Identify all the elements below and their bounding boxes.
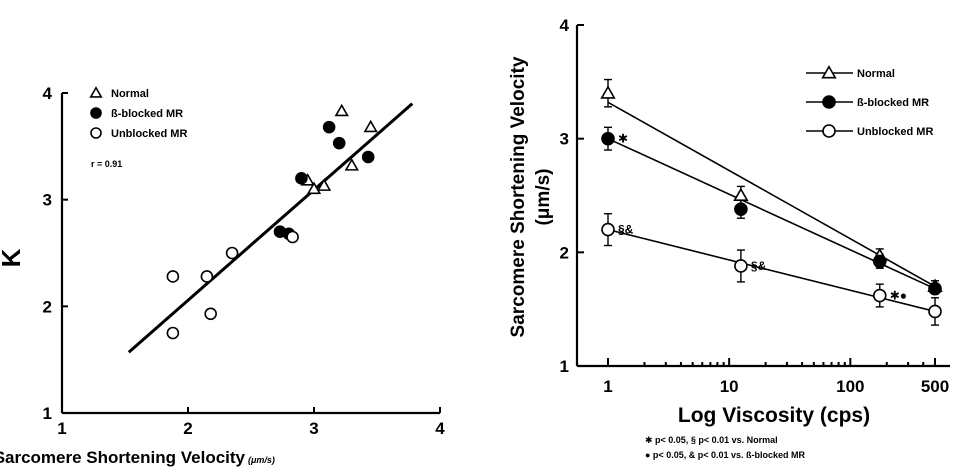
- footnote-vs-beta-blocked: ● p< 0.05, & p< 0.01 vs. ß-blocked MR: [645, 450, 805, 460]
- scatter-point: [204, 307, 217, 321]
- left-x-axis-label: Sarcomere Shortening Velocity: [0, 448, 246, 467]
- scatter-point: [286, 230, 299, 244]
- data-point: [600, 85, 616, 99]
- left-x-tick-label: 4: [435, 419, 445, 438]
- left-legend: Normal ß-blocked MR Unblocked MR: [89, 86, 187, 140]
- legend-marker: [821, 65, 837, 79]
- scatter-point: [363, 119, 378, 133]
- right-y-tick-label: 3: [560, 130, 569, 149]
- data-point: [601, 131, 615, 146]
- left-y-tick-label: 1: [43, 404, 52, 423]
- legend-label: Normal: [111, 88, 149, 100]
- significance-label: §&: [618, 223, 634, 237]
- data-point: [872, 254, 887, 269]
- right-y-tick-label: 4: [560, 16, 570, 35]
- scatter-point: [332, 136, 346, 150]
- scatter-point: [361, 150, 375, 164]
- left-x-tick-label: 3: [309, 419, 318, 438]
- regression-line: [127, 102, 414, 354]
- series-line: [607, 137, 936, 290]
- legend-label: Unblocked MR: [111, 128, 187, 140]
- significance-label: ✱: [618, 132, 628, 146]
- left-x-tick-label: 1: [57, 419, 66, 438]
- right-x-tick-label: 1: [603, 377, 612, 396]
- legend-label: Unblocked MR: [857, 126, 933, 138]
- right-legend: Normal ß-blocked MR Unblocked MR: [806, 65, 933, 138]
- left-chart: K Sarcomere Shortening Velocity (μm/s) r…: [0, 84, 445, 467]
- left-y-tick-label: 3: [43, 191, 52, 210]
- data-point: [734, 259, 748, 273]
- scatter-point: [166, 326, 180, 340]
- series-line: [607, 228, 936, 313]
- left-x-axis-unit: (μm/s): [248, 455, 275, 465]
- left-y-tick-label: 2: [43, 297, 52, 316]
- significance-label: ✱●: [890, 289, 907, 303]
- data-point: [928, 304, 942, 319]
- scatter-point: [295, 172, 308, 185]
- legend-marker: [89, 86, 103, 98]
- left-y-axis-label: K: [0, 248, 26, 267]
- scatter-point: [306, 181, 322, 195]
- right-chart: Sarcomere Shortening Velocity (μm/s) Log…: [508, 16, 950, 460]
- legend-marker: [90, 107, 102, 119]
- scatter-point: [344, 158, 359, 171]
- data-point: [601, 222, 615, 237]
- scatter-point: [200, 270, 214, 283]
- legend-label: Normal: [857, 68, 895, 80]
- legend-marker: [822, 124, 836, 138]
- legend-label: ß-blocked MR: [111, 108, 183, 120]
- legend-marker: [822, 95, 836, 109]
- data-point: [733, 187, 749, 202]
- right-y-axis-label: Sarcomere Shortening Velocity: [508, 56, 529, 337]
- right-y-tick-label: 2: [560, 243, 569, 262]
- footnote-vs-normal: ✱ p< 0.05, § p< 0.01 vs. Normal: [645, 435, 778, 445]
- scatter-point: [166, 270, 180, 283]
- scatter-point: [334, 103, 349, 117]
- right-x-tick-label: 10: [720, 377, 739, 396]
- right-x-tick-label: 500: [921, 377, 949, 396]
- scatter-point: [225, 246, 239, 260]
- left-correlation-annotation: r = 0.91: [91, 159, 122, 169]
- data-point: [734, 202, 748, 216]
- data-point: [928, 281, 942, 296]
- legend-marker: [90, 127, 102, 139]
- right-x-tick-label: 100: [836, 377, 864, 396]
- right-y-tick-label: 1: [560, 357, 569, 376]
- right-x-axis-label: Log Viscosity (cps): [678, 404, 870, 427]
- data-point: [872, 288, 887, 303]
- significance-label: §&: [751, 259, 767, 273]
- scatter-point: [316, 178, 332, 191]
- legend-label: ß-blocked MR: [857, 97, 929, 109]
- left-y-tick-label: 4: [43, 84, 53, 103]
- left-x-tick-label: 2: [183, 419, 192, 438]
- scatter-point: [322, 120, 336, 134]
- right-y-axis-unit: (μm/s): [533, 168, 554, 225]
